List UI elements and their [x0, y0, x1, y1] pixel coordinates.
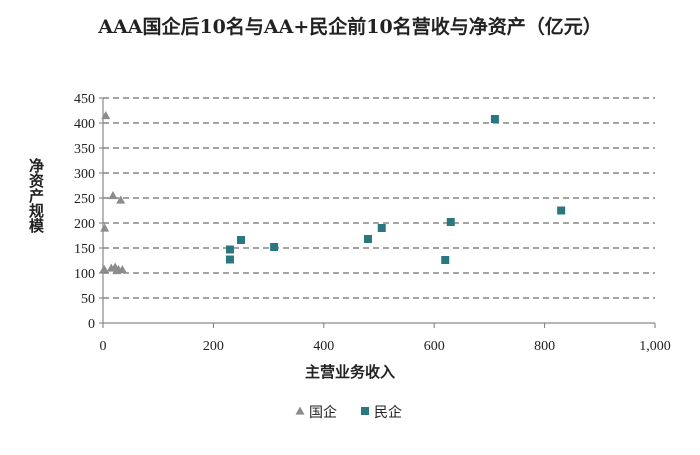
- y-tick-label: 400: [74, 117, 95, 132]
- x-tick-label: 200: [203, 339, 224, 354]
- legend-marker: [361, 407, 369, 415]
- private-point: [363, 235, 372, 243]
- y-tick-label: 0: [88, 317, 95, 332]
- chart-title: AAA国企后10名与AA+民企前10名营收与净资产（亿元）: [98, 16, 602, 38]
- private-point: [377, 224, 386, 232]
- private-point: [270, 243, 279, 251]
- private-point: [441, 256, 450, 264]
- gridlines: [103, 97, 655, 299]
- private-point: [237, 236, 245, 244]
- x-tick-label: 400: [313, 339, 334, 354]
- soe-point: [116, 195, 126, 204]
- x-tick-label: 800: [534, 339, 555, 354]
- soe-point: [101, 111, 111, 120]
- y-axis-label: 净资产规模: [27, 158, 45, 233]
- tick-labels: 0 50 100 150 200 250 300 350 400 450 0 200 400 600 800…: [74, 92, 671, 354]
- legend: 国企 民企: [295, 404, 402, 421]
- legend-marker: [295, 406, 305, 415]
- y-tick-label: 300: [74, 167, 95, 182]
- soe-point: [117, 265, 127, 274]
- y-tick-label: 450: [74, 92, 95, 107]
- soe-point: [99, 264, 109, 273]
- axes: [99, 97, 656, 328]
- y-tick-label: 100: [74, 267, 95, 282]
- private-point: [446, 218, 455, 226]
- private-point: [225, 255, 234, 264]
- soe-point: [108, 191, 118, 200]
- soe-point: [100, 223, 110, 232]
- y-tick-label: 250: [74, 192, 95, 207]
- x-tick-label: 0: [100, 339, 107, 354]
- x-tick-label: 600: [424, 339, 445, 354]
- x-axis-label: 主营业务收入: [304, 363, 395, 381]
- x-tick-label: 1,000: [639, 339, 671, 354]
- y-tick-label: 350: [74, 142, 95, 157]
- private-point: [557, 206, 566, 215]
- y-tick-label: 50: [81, 292, 95, 307]
- y-tick-label: 200: [74, 217, 95, 232]
- data-points: [99, 111, 566, 275]
- private-point: [225, 245, 234, 254]
- y-tick-label: 150: [74, 242, 95, 257]
- legend-label: 民企: [374, 404, 402, 421]
- legend-label: 国企: [309, 404, 337, 421]
- private-point: [490, 115, 499, 123]
